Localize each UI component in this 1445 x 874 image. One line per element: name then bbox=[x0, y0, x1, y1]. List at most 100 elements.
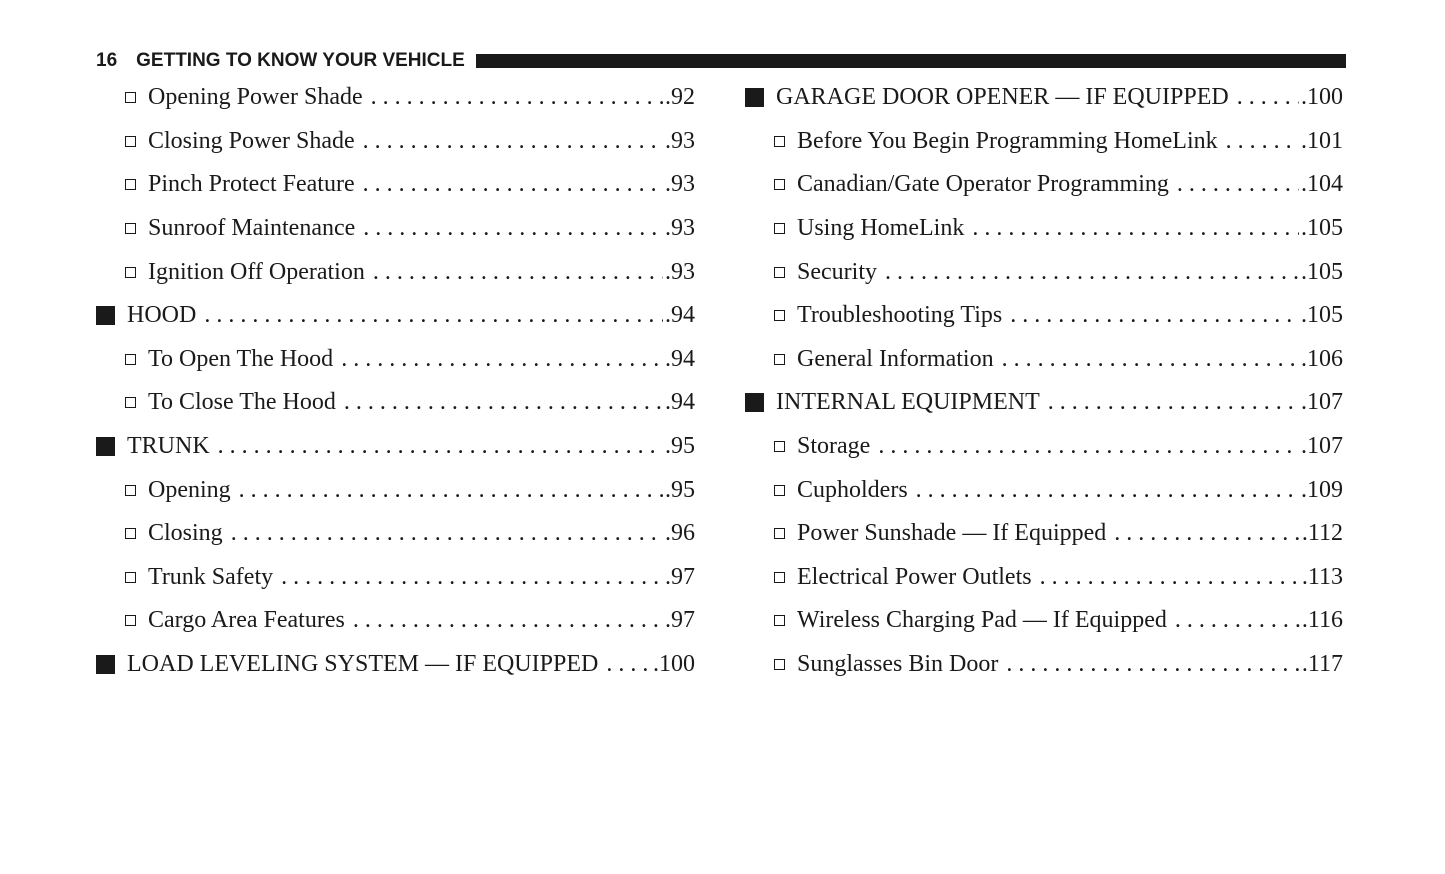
hollow-square-bullet-icon bbox=[774, 135, 785, 147]
entry-title: Troubleshooting Tips bbox=[797, 302, 1003, 329]
dot-leader bbox=[363, 128, 663, 155]
hollow-square-bullet-icon bbox=[125, 571, 136, 583]
hollow-square-bullet-icon bbox=[774, 441, 785, 453]
toc-subsection-entry[interactable]: Cupholders .109 bbox=[745, 468, 1343, 512]
dot-leader bbox=[373, 259, 663, 286]
dot-leader bbox=[1177, 171, 1299, 198]
entry-page-number: .100 bbox=[653, 651, 695, 678]
toc-section-entry[interactable]: HOOD .94 bbox=[96, 294, 695, 338]
dot-leader bbox=[239, 477, 663, 504]
entry-title: INTERNAL EQUIPMENT bbox=[776, 389, 1040, 416]
toc-subsection-entry[interactable]: Wireless Charging Pad — If Equipped .116 bbox=[745, 599, 1343, 643]
dot-leader bbox=[885, 259, 1299, 286]
hollow-square-bullet-icon bbox=[125, 92, 136, 104]
entry-page-number: .94 bbox=[665, 302, 695, 329]
toc-subsection-entry[interactable]: To Open The Hood .94 bbox=[96, 338, 695, 382]
toc-subsection-entry[interactable]: Electrical Power Outlets .113 bbox=[745, 556, 1343, 600]
toc-subsection-entry[interactable]: Sunroof Maintenance .93 bbox=[96, 207, 695, 251]
dot-leader bbox=[1237, 84, 1299, 111]
entry-title: Storage bbox=[797, 433, 871, 460]
toc-section-entry[interactable]: INTERNAL EQUIPMENT .107 bbox=[745, 381, 1343, 425]
entry-title: Canadian/Gate Operator Programming bbox=[797, 171, 1169, 198]
toc-subsection-entry[interactable]: Canadian/Gate Operator Programming .104 bbox=[745, 163, 1343, 207]
toc-subsection-entry[interactable]: Ignition Off Operation .93 bbox=[96, 250, 695, 294]
hollow-square-bullet-icon bbox=[125, 353, 136, 365]
entry-title: Sunglasses Bin Door bbox=[797, 651, 999, 678]
hollow-square-bullet-icon bbox=[774, 571, 785, 583]
entry-title: Opening bbox=[148, 476, 231, 503]
hollow-square-bullet-icon bbox=[774, 484, 785, 496]
toc-section-entry[interactable]: TRUNK .95 bbox=[96, 425, 695, 469]
hollow-square-bullet-icon bbox=[774, 310, 785, 322]
toc-section-entry[interactable]: LOAD LEVELING SYSTEM — IF EQUIPPED .100 bbox=[96, 643, 695, 687]
entry-page-number: .95 bbox=[665, 433, 695, 460]
page-header: 16 GETTING TO KNOW YOUR VEHICLE bbox=[96, 50, 1346, 72]
toc-subsection-entry[interactable]: Troubleshooting Tips .105 bbox=[745, 294, 1343, 338]
toc-subsection-entry[interactable]: Before You Begin Programming HomeLink .10… bbox=[745, 120, 1343, 164]
toc-subsection-entry[interactable]: Opening Power Shade .92 bbox=[96, 76, 695, 120]
toc-subsection-entry[interactable]: Closing Power Shade .93 bbox=[96, 120, 695, 164]
entry-page-number: .93 bbox=[665, 258, 695, 285]
entry-title: Closing Power Shade bbox=[148, 127, 355, 154]
entry-page-number: .97 bbox=[665, 607, 695, 634]
hollow-square-bullet-icon bbox=[125, 615, 136, 627]
entry-title: Wireless Charging Pad — If Equipped bbox=[797, 607, 1167, 634]
entry-page-number: .107 bbox=[1301, 389, 1343, 416]
toc-section-entry[interactable]: GARAGE DOOR OPENER — IF EQUIPPED .100 bbox=[745, 76, 1343, 120]
hollow-square-bullet-icon bbox=[774, 659, 785, 671]
entry-page-number: .95 bbox=[665, 476, 695, 503]
toc-subsection-entry[interactable]: Opening .95 bbox=[96, 468, 695, 512]
toc-subsection-entry[interactable]: Closing .96 bbox=[96, 512, 695, 556]
toc-subsection-entry[interactable]: Cargo Area Features .97 bbox=[96, 599, 695, 643]
hollow-square-bullet-icon bbox=[125, 135, 136, 147]
entry-page-number: .94 bbox=[665, 389, 695, 416]
hollow-square-bullet-icon bbox=[774, 266, 785, 278]
page-number: 16 bbox=[96, 50, 118, 71]
toc-subsection-entry[interactable]: Pinch Protect Feature .93 bbox=[96, 163, 695, 207]
entry-title: GARAGE DOOR OPENER — IF EQUIPPED bbox=[776, 84, 1229, 111]
entry-page-number: .109 bbox=[1301, 476, 1343, 503]
toc-subsection-entry[interactable]: Trunk Safety .97 bbox=[96, 556, 695, 600]
hollow-square-bullet-icon bbox=[774, 528, 785, 540]
toc-subsection-entry[interactable]: Sunglasses Bin Door .117 bbox=[745, 643, 1343, 687]
dot-leader bbox=[1226, 128, 1299, 155]
entry-title: Power Sunshade — If Equipped bbox=[797, 520, 1107, 547]
section-title: GETTING TO KNOW YOUR VEHICLE bbox=[136, 50, 465, 71]
hollow-square-bullet-icon bbox=[125, 397, 136, 409]
hollow-square-bullet-icon bbox=[125, 179, 136, 191]
entry-title: Closing bbox=[148, 520, 223, 547]
entry-page-number: .97 bbox=[665, 563, 695, 590]
dot-leader bbox=[371, 84, 663, 111]
entry-page-number: .117 bbox=[1301, 651, 1343, 678]
entry-page-number: .105 bbox=[1301, 215, 1343, 242]
dot-leader bbox=[218, 433, 663, 460]
toc-subsection-entry[interactable]: To Close The Hood .94 bbox=[96, 381, 695, 425]
toc-subsection-entry[interactable]: Power Sunshade — If Equipped .112 bbox=[745, 512, 1343, 556]
dot-leader bbox=[1175, 607, 1300, 634]
dot-leader bbox=[1010, 302, 1299, 329]
hollow-square-bullet-icon bbox=[125, 266, 136, 278]
entry-title: Cargo Area Features bbox=[148, 607, 345, 634]
toc-subsection-entry[interactable]: Security .105 bbox=[745, 250, 1343, 294]
dot-leader bbox=[972, 215, 1299, 242]
dot-leader bbox=[363, 171, 663, 198]
entry-page-number: .105 bbox=[1301, 302, 1343, 329]
hollow-square-bullet-icon bbox=[774, 179, 785, 191]
entry-page-number: .101 bbox=[1301, 127, 1343, 154]
entry-title: Sunroof Maintenance bbox=[148, 215, 356, 242]
entry-title: Electrical Power Outlets bbox=[797, 563, 1032, 590]
entry-page-number: .100 bbox=[1301, 84, 1343, 111]
hollow-square-bullet-icon bbox=[774, 615, 785, 627]
entry-page-number: .94 bbox=[665, 345, 695, 372]
dot-leader bbox=[1002, 346, 1299, 373]
hollow-square-bullet-icon bbox=[125, 528, 136, 540]
entry-page-number: .116 bbox=[1301, 607, 1343, 634]
filled-square-bullet-icon bbox=[96, 306, 115, 326]
toc-column-left: Opening Power Shade .92 Closing Power Shad… bbox=[96, 76, 695, 686]
entry-title: Using HomeLink bbox=[797, 215, 965, 242]
toc-subsection-entry[interactable]: Using HomeLink .105 bbox=[745, 207, 1343, 251]
dot-leader bbox=[606, 651, 651, 678]
toc-subsection-entry[interactable]: Storage .107 bbox=[745, 425, 1343, 469]
toc-subsection-entry[interactable]: General Information .106 bbox=[745, 338, 1343, 382]
entry-title: Before You Begin Programming HomeLink bbox=[797, 127, 1218, 154]
